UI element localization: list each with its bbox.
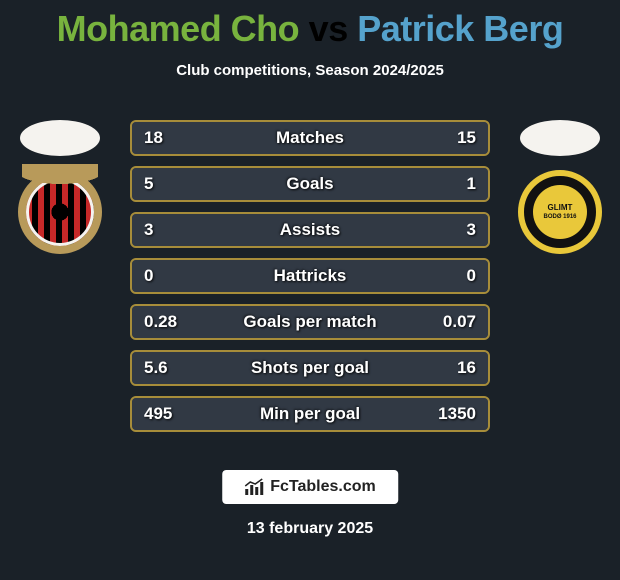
player1-name: Mohamed Cho — [57, 8, 300, 49]
brand-chart-icon — [244, 478, 264, 496]
stat-row: Goals51 — [130, 166, 490, 202]
bar-fill-left — [132, 306, 417, 338]
bar-fill-left — [132, 168, 429, 200]
bar-fill-right — [429, 168, 488, 200]
player1-column — [0, 120, 120, 254]
footer-date: 13 february 2025 — [0, 520, 620, 538]
player2-name: Patrick Berg — [357, 8, 563, 49]
stat-row: Assists33 — [130, 212, 490, 248]
bar-fill-right — [310, 260, 488, 292]
stat-row: Goals per match0.280.07 — [130, 304, 490, 340]
brand-badge: FcTables.com — [222, 470, 398, 504]
bar-fill-right — [310, 214, 488, 246]
club-badge-bodo: GLIMT BODØ 1916 — [518, 170, 602, 254]
bodo-text-bot: BODØ 1916 — [543, 214, 576, 220]
bar-fill-left — [132, 398, 227, 430]
bar-fill-right — [227, 398, 488, 430]
bodo-text-top: GLIMT — [548, 204, 573, 212]
page-title: Mohamed Cho vs Patrick Berg — [0, 0, 620, 50]
bar-fill-right — [224, 352, 488, 384]
player1-avatar — [20, 120, 100, 156]
stat-row: Shots per goal5.616 — [130, 350, 490, 386]
bar-fill-right — [417, 306, 488, 338]
vs-text: vs — [299, 8, 357, 49]
bar-fill-left — [132, 260, 310, 292]
bar-fill-left — [132, 352, 224, 384]
stat-row: Matches1815 — [130, 120, 490, 156]
bar-fill-left — [132, 214, 310, 246]
stat-row: Hattricks00 — [130, 258, 490, 294]
stat-row: Min per goal4951350 — [130, 396, 490, 432]
bar-fill-left — [132, 122, 326, 154]
stats-bars: Matches1815 Goals51 Assists33 Hattricks00 Go… — [130, 120, 490, 432]
bodo-inner: GLIMT BODØ 1916 — [533, 185, 587, 239]
player2-avatar — [520, 120, 600, 156]
brand-text: FcTables.com — [270, 478, 376, 496]
subtitle: Club competitions, Season 2024/2025 — [0, 62, 620, 79]
bar-fill-right — [326, 122, 488, 154]
player2-column: GLIMT BODØ 1916 — [500, 120, 620, 254]
club-badge-nice — [18, 170, 102, 254]
